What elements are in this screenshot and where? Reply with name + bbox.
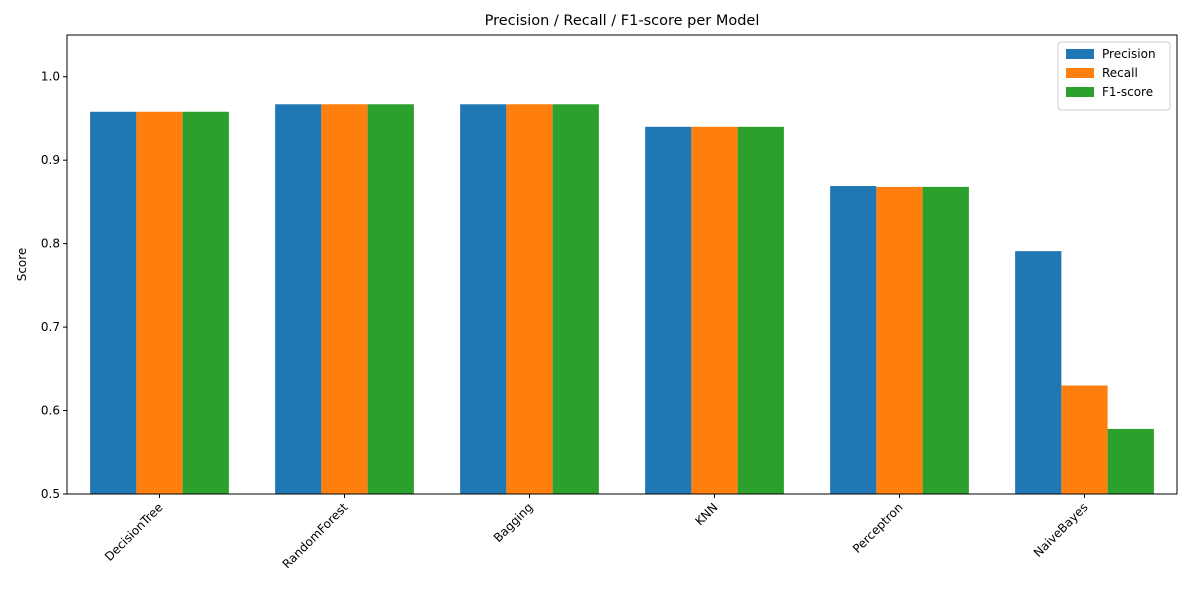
bar-f1-score-knn [737,126,784,495]
bars-group [90,104,1154,495]
bar-precision-randomforest [275,104,322,495]
y-tick-label: 0.5 [41,487,60,501]
bar-f1-score-decisiontree [182,111,229,494]
y-tick-label: 0.7 [41,320,60,334]
bar-precision-naivebayes [1015,251,1062,494]
bar-recall-bagging [506,104,553,495]
bar-f1-score-randomforest [367,104,414,495]
bar-precision-bagging [460,104,507,495]
y-tick-label: 0.8 [41,237,60,251]
y-tick-label: 0.9 [41,153,60,167]
legend-swatch-recall [1066,68,1094,78]
bar-recall-perceptron [876,186,923,494]
bar-recall-randomforest [321,104,368,495]
y-tick-label: 1.0 [41,70,60,84]
bar-recall-decisiontree [136,111,183,494]
legend-swatch-f1-score [1066,87,1094,97]
bar-f1-score-bagging [552,104,599,495]
legend-label-recall: Recall [1102,66,1138,80]
x-tick-label-knn: KNN [692,500,720,528]
y-tick-label: 0.6 [41,404,60,418]
bar-f1-score-naivebayes [1107,428,1154,494]
bar-recall-knn [691,126,738,495]
legend: Precision Recall F1-score [1057,41,1171,111]
x-tick-label-perceptron: Perceptron [850,500,906,556]
y-axis-label: Score [15,248,29,282]
bar-f1-score-perceptron [922,186,969,494]
legend-label-f1-score: F1-score [1102,85,1153,99]
bar-precision-decisiontree [90,111,137,494]
x-tick-label-decisiontree: DecisionTree [102,500,166,564]
chart-title: Precision / Recall / F1-score per Model [485,13,760,29]
bar-precision-perceptron [830,186,877,495]
x-tick-label-naivebayes: NaiveBayes [1031,500,1091,560]
legend-swatch-precision [1066,49,1094,59]
plot-frame [66,34,1178,495]
bar-recall-naivebayes [1061,385,1108,494]
x-tick-label-bagging: Bagging [491,500,536,545]
x-tick-label-randomforest: RandomForest [280,500,351,571]
bar-precision-knn [645,126,692,495]
legend-label-precision: Precision [1102,47,1156,61]
